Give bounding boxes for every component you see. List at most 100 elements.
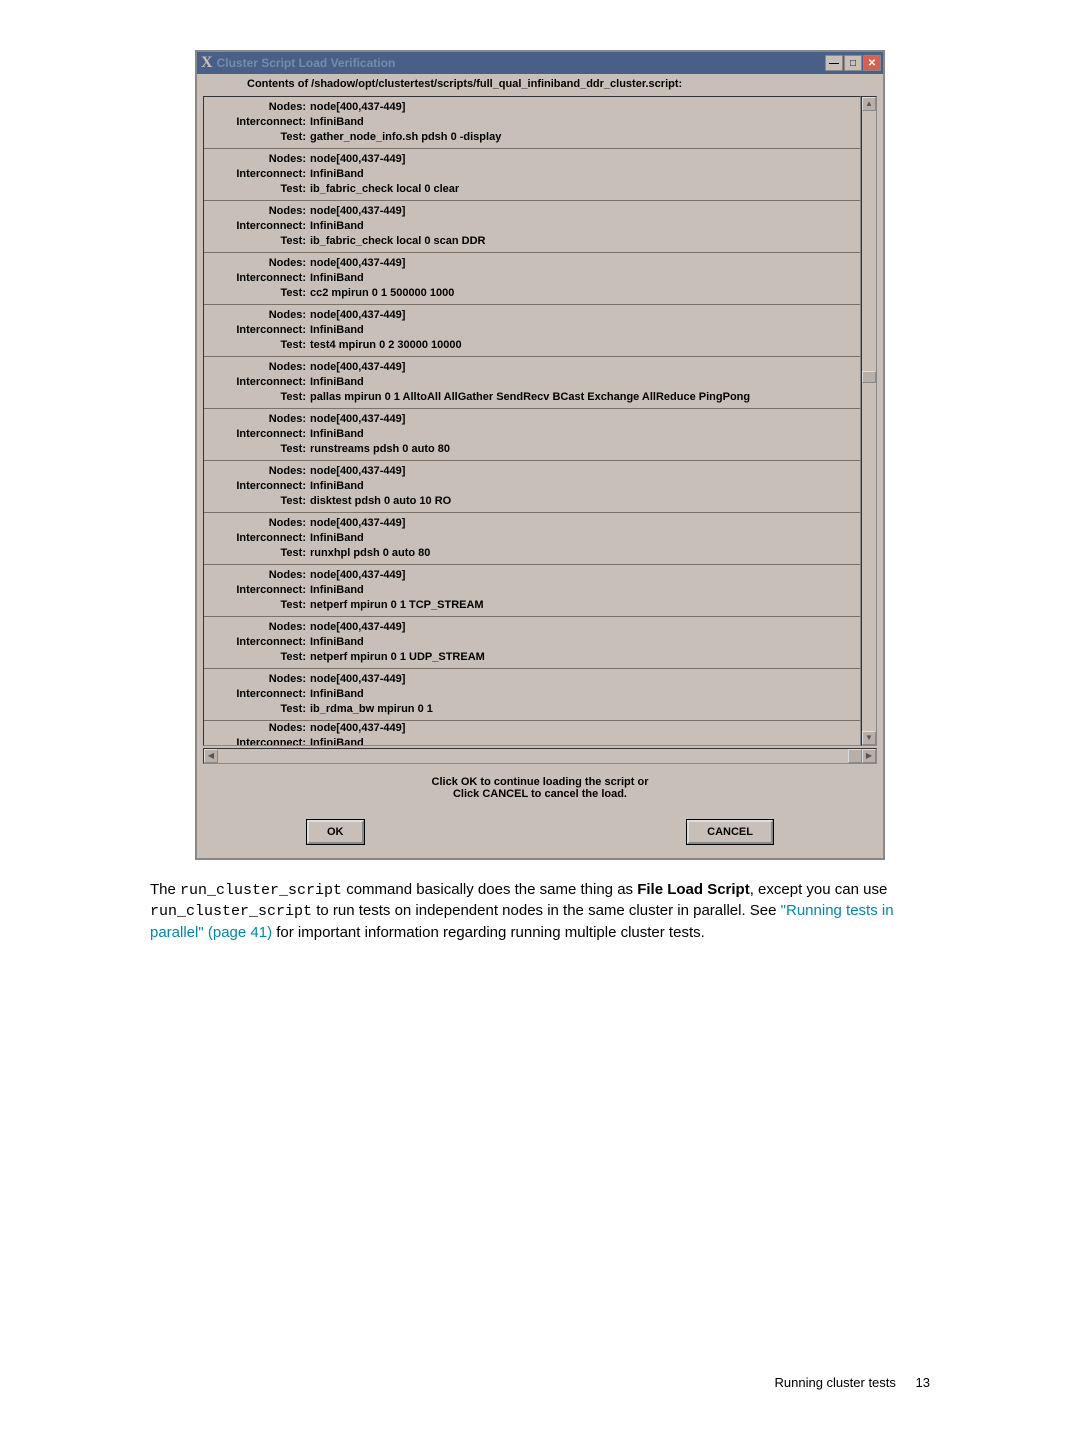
test-label: Test: [204, 234, 310, 249]
scroll-right-icon[interactable]: ▶ [862, 749, 876, 763]
nodes-label: Nodes: [204, 412, 310, 427]
cluster-script-dialog: X Cluster Script Load Verification — □ ✕… [195, 50, 885, 860]
page-footer: Running cluster tests 13 [775, 1375, 931, 1390]
footer-text: Running cluster tests [775, 1375, 896, 1390]
text-frag: command basically does the same thing as [342, 881, 637, 898]
x-logo-icon: X [201, 54, 213, 72]
test-block: Nodes:node[400,437-449]Interconnect:Infi… [204, 409, 860, 461]
nodes-value: node[400,437-449] [310, 721, 860, 736]
interconnect-label: Interconnect: [204, 323, 310, 338]
cancel-button[interactable]: CANCEL [687, 820, 773, 844]
interconnect-label: Interconnect: [204, 375, 310, 390]
test-label: Test: [204, 650, 310, 665]
nodes-label: Nodes: [204, 360, 310, 375]
text-frag: , except you can use [750, 881, 888, 898]
interconnect-value: InfiniBand [310, 635, 860, 650]
test-block: Nodes:node[400,437-449]Interconnect:Infi… [204, 149, 860, 201]
test-value: ib_rdma_bw mpirun 0 1 [310, 702, 860, 717]
test-block: Nodes:node[400,437-449]Interconnect:Infi… [204, 513, 860, 565]
nodes-label: Nodes: [204, 256, 310, 271]
contents-header: Contents of /shadow/opt/clustertest/scri… [197, 74, 883, 94]
scroll-up-icon[interactable]: ▲ [862, 97, 876, 111]
nodes-label: Nodes: [204, 620, 310, 635]
nodes-value: node[400,437-449] [310, 360, 860, 375]
nodes-value: node[400,437-449] [310, 152, 860, 167]
test-value: gather_node_info.sh pdsh 0 -display [310, 130, 860, 145]
page-number: 13 [916, 1375, 930, 1390]
test-label: Test: [204, 702, 310, 717]
vertical-scrollbar[interactable]: ▲ ▼ [861, 96, 877, 746]
scroll-down-icon[interactable]: ▼ [862, 731, 876, 745]
menu-name: File Load Script [637, 881, 750, 898]
interconnect-label: Interconnect: [204, 479, 310, 494]
interconnect-label: Interconnect: [204, 115, 310, 130]
nodes-label: Nodes: [204, 152, 310, 167]
test-label: Test: [204, 546, 310, 561]
interconnect-value: InfiniBand [310, 323, 860, 338]
test-label: Test: [204, 182, 310, 197]
test-label: Test: [204, 286, 310, 301]
text-frag: The [150, 881, 180, 898]
nodes-label: Nodes: [204, 204, 310, 219]
test-block: Nodes:node[400,437-449]Interconnect:Infi… [204, 461, 860, 513]
test-value: ib_fabric_check local 0 scan DDR [310, 234, 860, 249]
test-label: Test: [204, 442, 310, 457]
horizontal-scrollbar[interactable]: ◀ ▶ [203, 748, 877, 764]
nodes-value: node[400,437-449] [310, 256, 860, 271]
scroll-thumb-h[interactable] [848, 749, 862, 763]
test-value: ib_fabric_check local 0 clear [310, 182, 860, 197]
interconnect-label: Interconnect: [204, 531, 310, 546]
interconnect-label: Interconnect: [204, 219, 310, 234]
window-title: Cluster Script Load Verification [217, 56, 396, 70]
maximize-button[interactable]: □ [844, 55, 862, 71]
titlebar: X Cluster Script Load Verification — □ ✕ [197, 52, 883, 74]
nodes-value: node[400,437-449] [310, 100, 860, 115]
close-button[interactable]: ✕ [863, 55, 881, 71]
nodes-label: Nodes: [204, 672, 310, 687]
test-block: Nodes:node[400,437-449]Interconnect:Infi… [204, 617, 860, 669]
test-block: Nodes:node[400,437-449]Interconnect:Infi… [204, 669, 860, 721]
interconnect-value: InfiniBand [310, 583, 860, 598]
test-label: Test: [204, 390, 310, 405]
nodes-value: node[400,437-449] [310, 620, 860, 635]
scroll-left-icon[interactable]: ◀ [204, 749, 218, 763]
test-value: pallas mpirun 0 1 AlltoAll AllGather Sen… [310, 390, 860, 405]
nodes-value: node[400,437-449] [310, 516, 860, 531]
test-label: Test: [204, 598, 310, 613]
nodes-value: node[400,437-449] [310, 412, 860, 427]
nodes-value: node[400,437-449] [310, 672, 860, 687]
test-block: Nodes:node[400,437-449]Interconnect:Infi… [204, 201, 860, 253]
interconnect-value: InfiniBand [310, 115, 860, 130]
command-name: run_cluster_script [150, 903, 312, 920]
nodes-label: Nodes: [204, 464, 310, 479]
test-block: Nodes:node[400,437-449]Interconnect:Infi… [204, 97, 860, 149]
interconnect-value: InfiniBand [310, 167, 860, 182]
interconnect-value: InfiniBand [310, 271, 860, 286]
test-block: Nodes:node[400,437-449]Interconnect:Infi… [204, 305, 860, 357]
interconnect-label: Interconnect: [204, 736, 310, 745]
nodes-value: node[400,437-449] [310, 464, 860, 479]
test-value: runxhpl pdsh 0 auto 80 [310, 546, 860, 561]
interconnect-label: Interconnect: [204, 427, 310, 442]
scroll-thumb-v[interactable] [862, 371, 876, 383]
interconnect-value: InfiniBand [310, 736, 860, 745]
command-name: run_cluster_script [180, 882, 342, 899]
interconnect-value: InfiniBand [310, 687, 860, 702]
interconnect-value: InfiniBand [310, 219, 860, 234]
interconnect-label: Interconnect: [204, 635, 310, 650]
explanatory-paragraph: The run_cluster_script command basically… [150, 880, 930, 943]
prompt-text: Click OK to continue loading the script … [197, 766, 883, 814]
text-frag: to run tests on independent nodes in the… [312, 902, 781, 919]
ok-button[interactable]: OK [307, 820, 364, 844]
test-block: Nodes:node[400,437-449]Interconnect:Infi… [204, 565, 860, 617]
minimize-button[interactable]: — [825, 55, 843, 71]
interconnect-label: Interconnect: [204, 271, 310, 286]
nodes-value: node[400,437-449] [310, 568, 860, 583]
test-value: runstreams pdsh 0 auto 80 [310, 442, 860, 457]
nodes-label: Nodes: [204, 721, 310, 736]
script-content-pane: Nodes:node[400,437-449]Interconnect:Infi… [203, 96, 861, 746]
interconnect-value: InfiniBand [310, 479, 860, 494]
test-value: test4 mpirun 0 2 30000 10000 [310, 338, 860, 353]
interconnect-value: InfiniBand [310, 531, 860, 546]
test-value: cc2 mpirun 0 1 500000 1000 [310, 286, 860, 301]
